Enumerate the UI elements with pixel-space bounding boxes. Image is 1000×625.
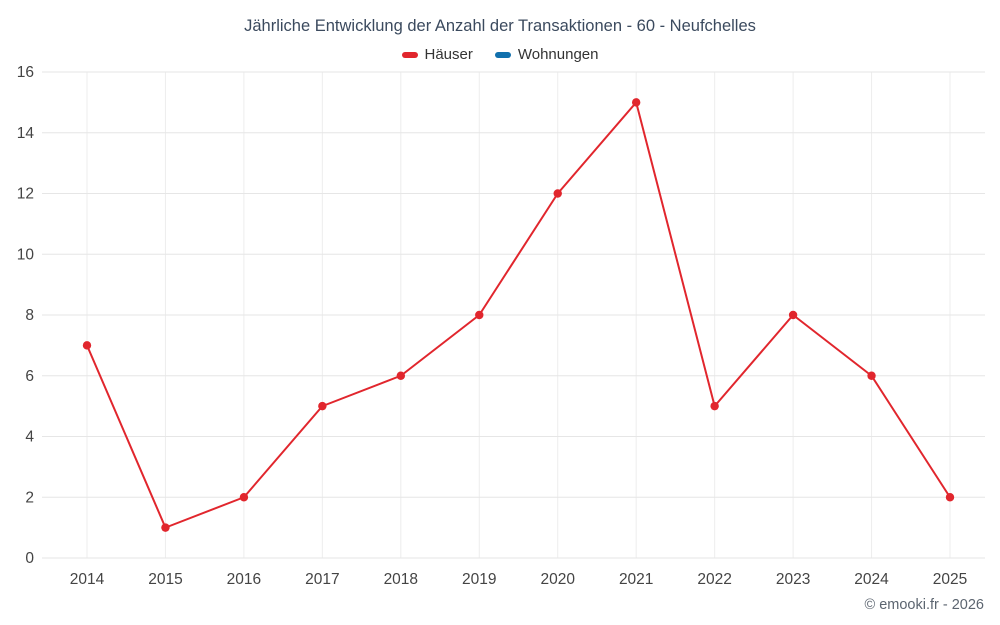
y-tick-label: 8 [25, 307, 34, 324]
chart-legend: Häuser Wohnungen [0, 46, 1000, 63]
data-point-marker[interactable] [82, 341, 92, 350]
y-tick-label: 0 [25, 550, 34, 567]
data-point-marker[interactable] [396, 371, 406, 380]
data-point-marker[interactable] [710, 401, 719, 411]
x-tick-label: 2014 [70, 571, 105, 588]
x-tick-label: 2017 [305, 571, 339, 588]
data-point-marker[interactable] [239, 493, 249, 502]
x-tick-label: 2025 [933, 571, 967, 588]
series-line [86, 101, 951, 529]
x-tick-label: 2023 [776, 571, 810, 588]
x-tick-label: 2019 [462, 571, 496, 588]
data-point-marker[interactable] [788, 310, 798, 320]
legend-marker-wohnungen [494, 51, 511, 58]
x-tick-label: 2021 [619, 571, 653, 588]
data-point-marker[interactable] [161, 523, 170, 532]
x-tick-label: 2022 [697, 571, 731, 588]
legend-label-wohnungen: Wohnungen [517, 46, 599, 63]
y-tick-label: 6 [25, 368, 34, 385]
legend-item-haeuser[interactable]: Häuser [401, 46, 473, 63]
chart-title: Jährliche Entwicklung der Anzahl der Tra… [244, 17, 756, 35]
x-tick-label: 2016 [227, 571, 261, 588]
x-tick-label: 2020 [540, 571, 575, 588]
data-point-marker[interactable] [553, 189, 562, 198]
y-tick-label: 2 [25, 489, 34, 506]
legend-label-haeuser: Häuser [424, 46, 473, 63]
data-point-marker[interactable] [318, 401, 327, 411]
x-tick-label: 2015 [148, 571, 182, 588]
data-point-marker[interactable] [867, 371, 876, 380]
legend-item-wohnungen[interactable]: Wohnungen [494, 46, 599, 63]
y-tick-label: 4 [25, 429, 34, 446]
y-tick-label: 12 [17, 186, 34, 203]
copyright-credit: © emooki.fr - 2026 [864, 597, 984, 613]
y-tick-label: 10 [17, 246, 35, 263]
y-tick-label: 16 [17, 64, 34, 81]
data-point-marker[interactable] [475, 310, 484, 320]
x-tick-label: 2024 [854, 571, 889, 588]
data-point-marker[interactable] [945, 493, 955, 502]
data-point-marker[interactable] [631, 98, 641, 107]
x-tick-label: 2018 [384, 571, 418, 588]
y-tick-label: 14 [17, 125, 35, 142]
legend-marker-haeuser [401, 51, 418, 58]
